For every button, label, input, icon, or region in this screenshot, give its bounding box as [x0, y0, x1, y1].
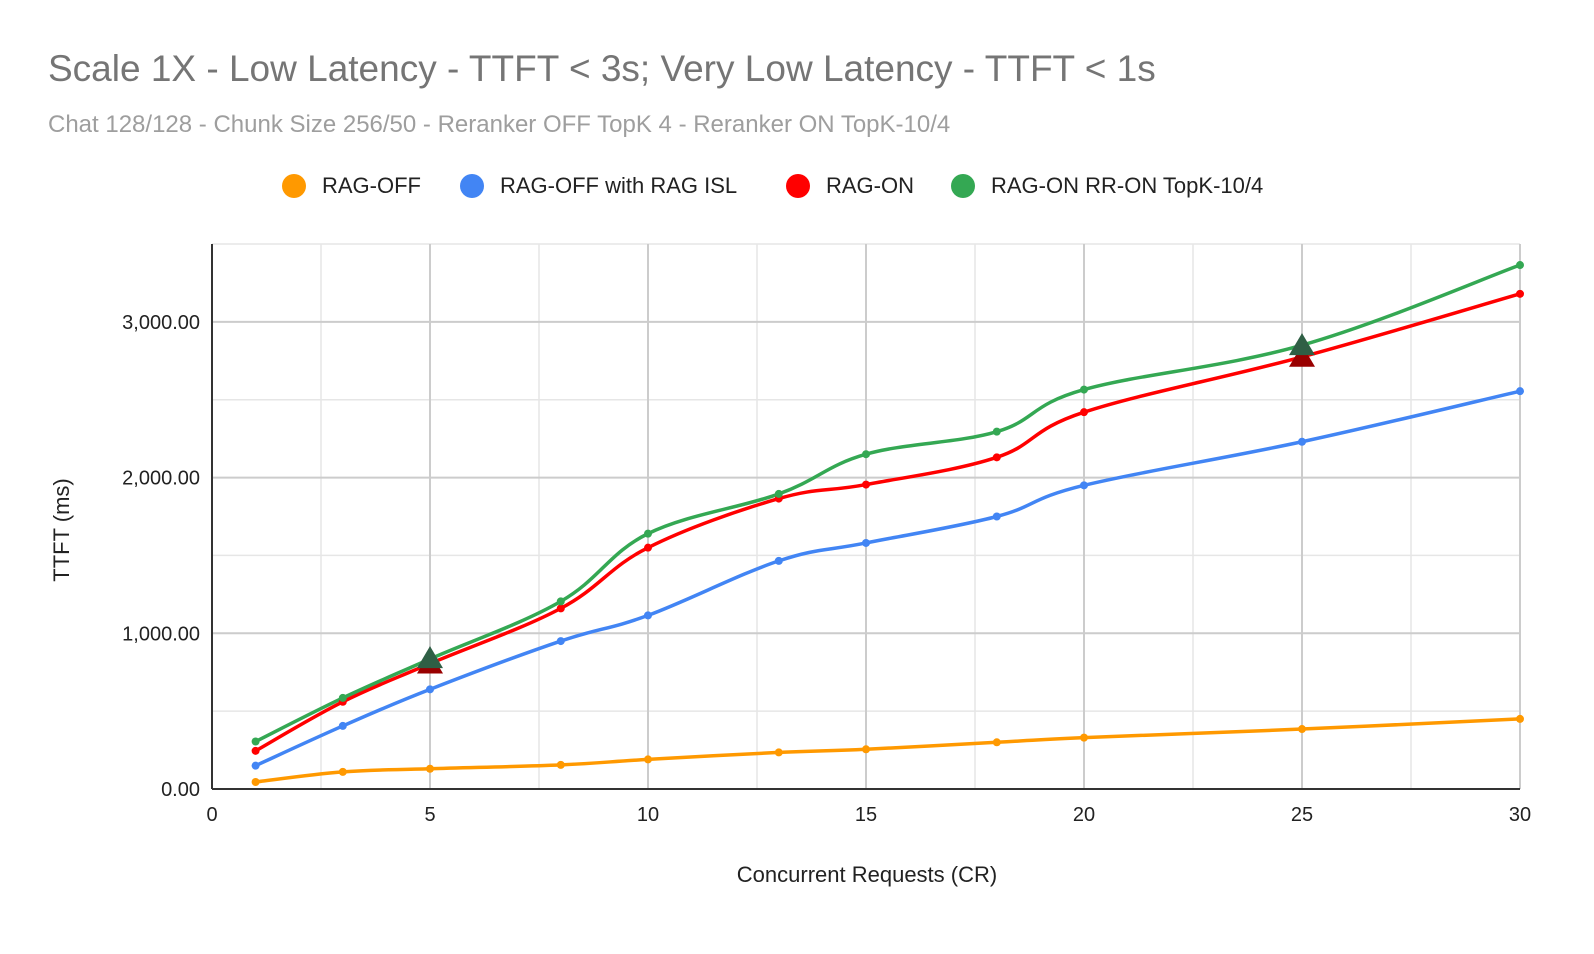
legend-item-rag-on-rr-on[interactable]: RAG-ON RR-ON TopK-10/4: [951, 170, 1263, 202]
legend-label-rag-off-with-rag-isl: RAG-OFF with RAG ISL: [500, 173, 738, 198]
series-lines: [254, 263, 1521, 784]
chart-subtitle: Chat 128/128 - Chunk Size 256/50 - Reran…: [48, 111, 951, 138]
x-tick-label: 30: [1509, 804, 1531, 826]
data-point-rag-off: [251, 777, 260, 786]
axes: [211, 244, 1520, 790]
triangle-marker: [1289, 344, 1315, 367]
data-point-rag-off: [1298, 725, 1306, 734]
triangle-marker: [417, 646, 443, 669]
series-points: [251, 261, 1524, 786]
data-point-rag-off: [556, 760, 565, 769]
x-tick-label: 20: [1073, 804, 1095, 826]
data-point-rag-off: [992, 738, 1001, 747]
data-point-rag-off-with-rag-isl: [251, 761, 260, 770]
data-point-rag-on: [1516, 289, 1524, 298]
data-point-rag-on-rr-on-topk-10-4: [251, 737, 260, 746]
data-point-rag-off: [1516, 714, 1524, 723]
data-point-rag-on-rr-on-topk-10-4: [992, 427, 1001, 436]
data-point-rag-on-rr-on-topk-10-4: [862, 450, 870, 459]
tick-labels: 0 5 10 15 20 25 30 0.00 1,000.00 2,000.00 3,000.00: [122, 312, 1531, 826]
data-point-rag-off-with-rag-isl: [774, 556, 783, 565]
data-point-rag-off-with-rag-isl: [426, 685, 434, 694]
legend-label-rag-off: RAG-OFF: [322, 173, 421, 198]
data-point-rag-off-with-rag-isl: [644, 611, 652, 620]
data-point-rag-off-with-rag-isl: [992, 512, 1001, 521]
data-point-rag-on-rr-on-topk-10-4: [1080, 385, 1088, 394]
y-tick-label: 2,000.00: [122, 468, 200, 490]
legend-item-rag-off[interactable]: RAG-OFF: [282, 170, 421, 202]
annotation-markers: [417, 333, 1315, 674]
legend-item-rag-off-with-rag-isl[interactable]: RAG-OFF with RAG ISL: [460, 170, 737, 202]
data-point-rag-off: [338, 767, 347, 776]
data-point-rag-on-rr-on-topk-10-4: [556, 597, 565, 606]
y-tick-label: 0.00: [161, 779, 200, 801]
data-point-rag-on: [644, 543, 652, 552]
legend-marker-rag-on: [786, 174, 810, 198]
legend-marker-rag-on-rr-on: [951, 174, 975, 198]
y-axis-title: TTFT (ms): [49, 478, 74, 582]
chart-title: Scale 1X - Low Latency - TTFT < 3s; Very…: [48, 48, 1156, 89]
data-point-rag-on-rr-on-topk-10-4: [644, 529, 652, 538]
x-axis-title: Concurrent Requests (CR): [736, 862, 998, 887]
data-point-rag-on: [251, 746, 260, 755]
data-point-rag-off-with-rag-isl: [1080, 481, 1088, 490]
data-point-rag-off-with-rag-isl: [1298, 437, 1306, 446]
series-line-rag-off-with-rag-isl: [254, 389, 1521, 768]
x-tick-label: 10: [637, 804, 659, 826]
data-point-rag-off: [774, 748, 783, 757]
legend: RAG-OFF RAG-OFF with RAG ISL RAG-ON RAG-…: [0, 170, 1594, 202]
y-tick-label: 3,000.00: [122, 312, 200, 334]
data-point-rag-off-with-rag-isl: [556, 637, 565, 646]
x-tick-label: 25: [1291, 804, 1313, 826]
series-line-rag-on-rr-on-topk-10-4: [254, 263, 1521, 744]
legend-marker-rag-off: [282, 174, 306, 198]
data-point-rag-off-with-rag-isl: [862, 538, 870, 547]
data-point-rag-on: [862, 480, 870, 489]
data-point-rag-on-rr-on-topk-10-4: [774, 489, 783, 498]
legend-label-rag-on-rr-on: RAG-ON RR-ON TopK-10/4: [991, 173, 1264, 198]
data-point-rag-on: [992, 453, 1001, 462]
x-tick-label: 5: [424, 804, 435, 826]
data-point-rag-off: [862, 745, 870, 754]
data-point-rag-off-with-rag-isl: [1516, 387, 1524, 396]
data-point-rag-off-with-rag-isl: [338, 721, 347, 730]
legend-marker-rag-off-with-rag-isl: [460, 174, 484, 198]
series-line-rag-off: [255, 717, 1521, 784]
triangle-marker: [1289, 333, 1315, 356]
data-point-rag-on: [556, 604, 565, 613]
legend-item-rag-on[interactable]: RAG-ON: [786, 170, 914, 202]
data-point-rag-off: [426, 764, 434, 773]
data-point-rag-on-rr-on-topk-10-4: [338, 693, 347, 702]
y-tick-label: 1,000.00: [122, 623, 200, 645]
data-point-rag-on: [1080, 408, 1088, 417]
data-point-rag-off: [644, 755, 652, 764]
data-point-rag-off: [1080, 733, 1088, 742]
legend-label-rag-on: RAG-ON: [826, 173, 914, 198]
x-tick-label: 0: [206, 804, 217, 826]
data-point-rag-on-rr-on-topk-10-4: [1516, 261, 1524, 270]
major-gridlines: [212, 244, 1521, 789]
x-tick-label: 15: [855, 804, 877, 826]
